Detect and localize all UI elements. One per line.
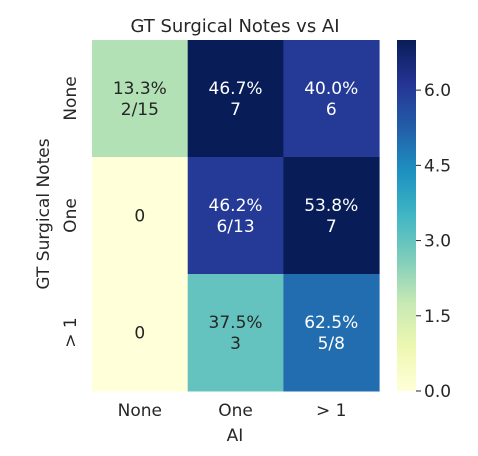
colorbar-tick-label: 6.0 (424, 81, 451, 101)
colorbar-tick-label: 1.5 (424, 307, 451, 327)
heatmap-cell (187, 40, 284, 158)
x-tick-label: > 1 (316, 401, 346, 421)
x-axis-label: AI (227, 426, 244, 446)
cell-label: 5/8 (318, 334, 345, 354)
cell-label: 13.3% (113, 79, 167, 99)
cell-label: 53.8% (304, 196, 358, 216)
cell-label: 0 (134, 207, 145, 227)
cell-label: 37.5% (209, 313, 263, 333)
heatmap-cell (92, 40, 189, 158)
cell-label: 46.2% (209, 196, 263, 216)
heatmap-cell (92, 157, 189, 275)
cell-label: 3 (230, 334, 241, 354)
cell-label: 7 (326, 217, 337, 237)
heatmap-cell (187, 157, 284, 275)
colorbar-tick-label: 3.0 (424, 232, 451, 252)
heatmap-cell (187, 274, 284, 392)
colorbar (397, 40, 416, 391)
cell-label: 2/15 (121, 100, 159, 120)
cell-label: 7 (230, 100, 241, 120)
y-tick-label: None (61, 76, 81, 120)
colorbar-tick-label: 0.0 (424, 382, 451, 402)
cell-label: 46.7% (209, 79, 263, 99)
y-axis-label: GT Surgical Notes (34, 138, 54, 289)
cell-label: 0 (134, 324, 145, 344)
y-tick-label: One (61, 198, 81, 233)
x-tick-label: None (118, 401, 162, 421)
heatmap-cell (283, 157, 380, 275)
cell-label: 40.0% (304, 79, 358, 99)
heatmap-cells: 13.3%2/1546.7%740.0%6046.2%6/1353.8%7037… (92, 40, 380, 392)
cell-label: 62.5% (304, 313, 358, 333)
cell-label: 6 (326, 100, 337, 120)
colorbar-tick-label: 4.5 (424, 156, 451, 176)
colorbar-ticks: 0.0 1.5 3.0 4.5 6.0 (416, 81, 451, 402)
y-axis-ticks: None One > 1 (61, 76, 81, 347)
y-tick-label: > 1 (61, 317, 81, 347)
chart-title: GT Surgical Notes vs AI (130, 16, 339, 37)
x-tick-label: One (218, 401, 253, 421)
heatmap-cell (92, 274, 189, 392)
heatmap-cell (283, 274, 380, 392)
cell-label: 6/13 (216, 217, 254, 237)
heatmap-cell (283, 40, 380, 158)
x-axis-ticks: None One > 1 (118, 401, 347, 421)
